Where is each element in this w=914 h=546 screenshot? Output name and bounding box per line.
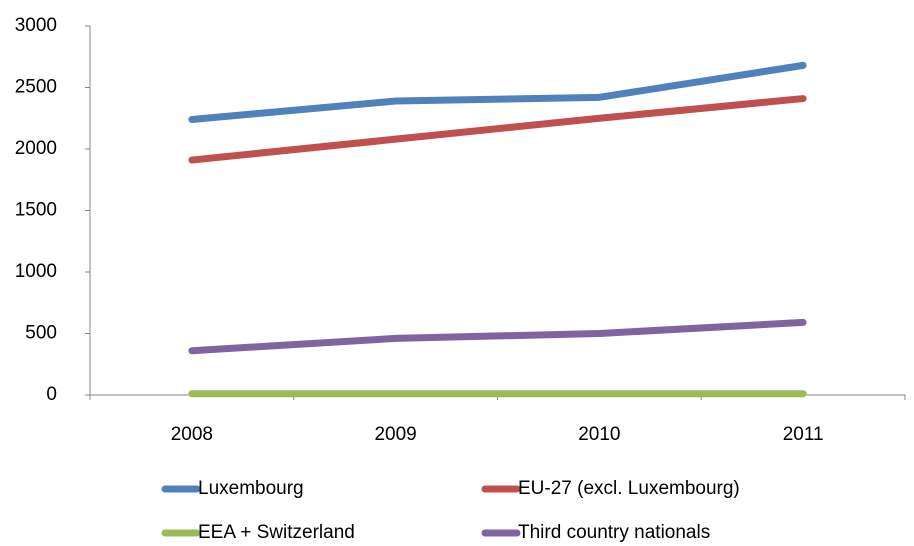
y-tick-label: 1500 bbox=[15, 200, 57, 221]
x-tick-label: 2009 bbox=[374, 424, 416, 445]
x-tick-label: 2011 bbox=[783, 424, 824, 445]
x-tick-label: 2010 bbox=[578, 424, 620, 445]
x-tick-label: 2008 bbox=[171, 424, 213, 445]
legend-label: Third country nationals bbox=[518, 522, 710, 543]
legend-label: EU-27 (excl. Luxembourg) bbox=[518, 478, 740, 499]
series-line bbox=[188, 61, 807, 123]
y-tick-label: 3000 bbox=[15, 15, 57, 36]
legend-label: EEA + Switzerland bbox=[198, 522, 355, 543]
y-tick-label: 2000 bbox=[15, 138, 57, 159]
y-tick-label: 2500 bbox=[15, 77, 57, 98]
series-line bbox=[188, 95, 807, 164]
y-tick-label: 500 bbox=[25, 323, 57, 344]
y-tick-label: 1000 bbox=[15, 261, 57, 282]
y-tick-label: 0 bbox=[46, 384, 57, 405]
legend-label: Luxembourg bbox=[198, 478, 304, 499]
series-line bbox=[188, 318, 807, 355]
